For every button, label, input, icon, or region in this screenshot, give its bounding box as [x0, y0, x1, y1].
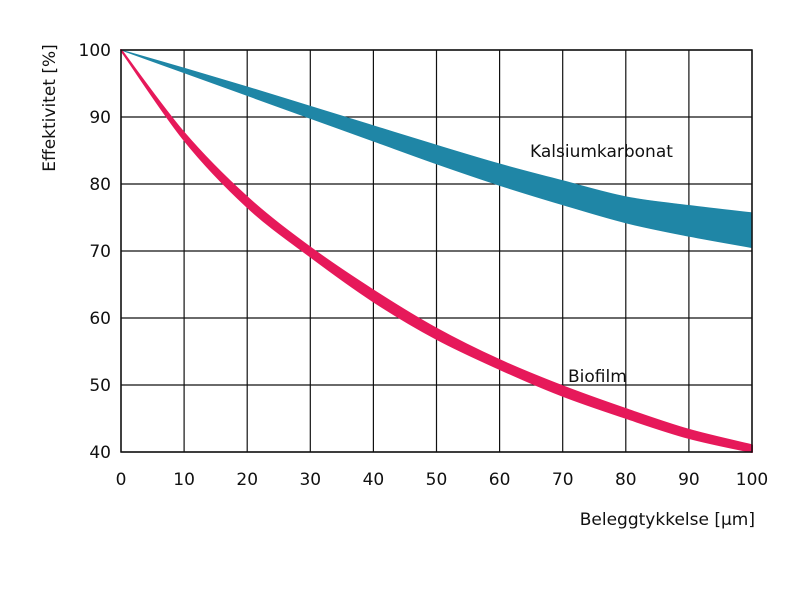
y-tick-label: 90	[89, 108, 111, 128]
y-tick-label: 80	[89, 175, 111, 195]
y-tick-label: 60	[89, 309, 111, 329]
x-tick-label: 10	[173, 470, 195, 490]
y-tick-label: 100	[79, 41, 111, 61]
x-tick-label: 30	[299, 470, 321, 490]
x-tick-label: 0	[116, 470, 127, 490]
x-tick-label: 90	[678, 470, 700, 490]
x-tick-label: 80	[615, 470, 637, 490]
x-axis-title: Beleggtykkelse [µm]	[580, 510, 755, 530]
x-tick-label: 70	[552, 470, 574, 490]
y-axis-title: Effektivitet [%]	[40, 44, 60, 172]
x-tick-label: 100	[736, 470, 768, 490]
y-tick-label: 70	[89, 242, 111, 262]
x-axis-ticks: 0 10 20 30 40 50 60 70 80 90 100	[116, 470, 769, 490]
x-tick-label: 20	[236, 470, 258, 490]
series-label-biofilm: Biofilm	[568, 367, 627, 387]
x-tick-label: 60	[489, 470, 511, 490]
x-tick-label: 50	[426, 470, 448, 490]
x-tick-label: 40	[363, 470, 385, 490]
series-label-kalsiumkarbonat: Kalsiumkarbonat	[530, 142, 673, 162]
y-tick-label: 50	[89, 376, 111, 396]
grid	[120, 49, 753, 453]
y-tick-label: 40	[89, 443, 111, 463]
y-axis-ticks: 40 50 60 70 80 90 100	[79, 41, 111, 463]
plot-frame	[120, 49, 753, 453]
